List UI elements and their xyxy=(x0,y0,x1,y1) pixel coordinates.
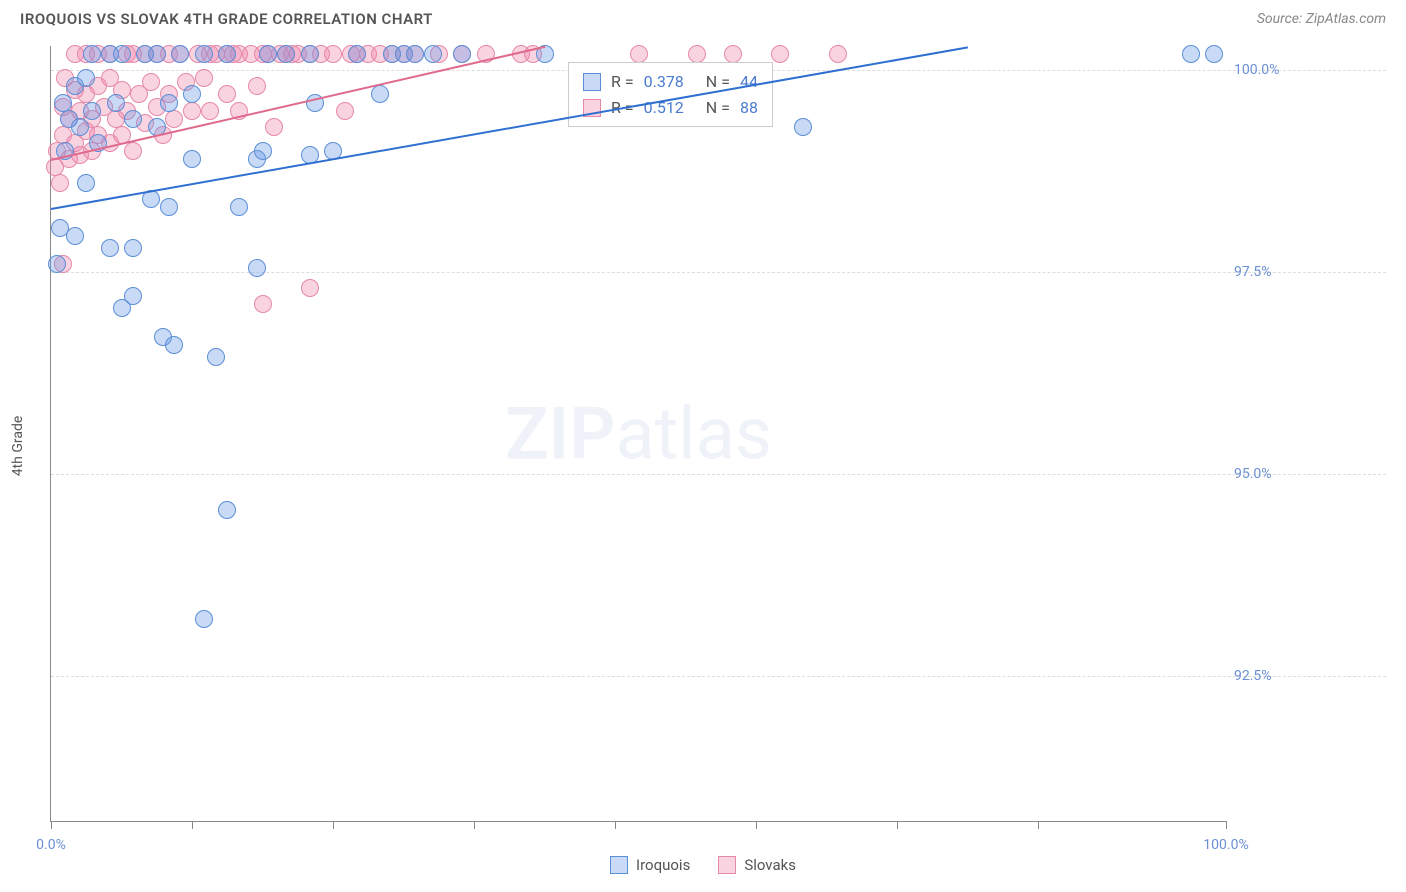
x-tick-label: 100.0% xyxy=(1203,837,1248,853)
point-iroquois xyxy=(124,110,142,128)
point-slovaks xyxy=(218,85,236,103)
point-slovaks xyxy=(195,69,213,87)
point-iroquois xyxy=(230,198,248,216)
point-iroquois xyxy=(1182,45,1200,63)
point-iroquois xyxy=(124,287,142,305)
point-iroquois xyxy=(165,336,183,354)
point-iroquois xyxy=(406,45,424,63)
x-tick xyxy=(474,821,475,829)
x-tick xyxy=(756,821,757,829)
point-iroquois xyxy=(195,610,213,628)
x-tick xyxy=(333,821,334,829)
point-iroquois xyxy=(48,255,66,273)
point-iroquois xyxy=(66,227,84,245)
chart-title: IROQUOIS VS SLOVAK 4TH GRADE CORRELATION… xyxy=(20,10,433,28)
point-iroquois xyxy=(160,198,178,216)
point-slovaks xyxy=(201,102,219,120)
point-slovaks xyxy=(336,102,354,120)
point-iroquois xyxy=(101,239,119,257)
point-slovaks xyxy=(324,45,342,63)
point-iroquois xyxy=(259,45,277,63)
point-slovaks xyxy=(630,45,648,63)
point-iroquois xyxy=(183,85,201,103)
point-slovaks xyxy=(124,142,142,160)
x-tick xyxy=(192,821,193,829)
point-slovaks xyxy=(142,73,160,91)
point-iroquois xyxy=(160,94,178,112)
point-iroquois xyxy=(794,118,812,136)
gridline xyxy=(51,474,1386,475)
chart-area: ZIPatlas 92.5%95.0%97.5%100.0%0.0%100.0%… xyxy=(50,46,1386,822)
point-iroquois xyxy=(77,69,95,87)
point-slovaks xyxy=(183,102,201,120)
point-iroquois xyxy=(371,85,389,103)
point-slovaks xyxy=(265,118,283,136)
y-tick-label: 100.0% xyxy=(1234,62,1279,78)
legend-label: Iroquois xyxy=(636,856,690,874)
point-iroquois xyxy=(83,102,101,120)
point-slovaks xyxy=(771,45,789,63)
point-iroquois xyxy=(207,348,225,366)
point-iroquois xyxy=(107,94,125,112)
point-iroquois xyxy=(277,45,295,63)
y-tick-label: 92.5% xyxy=(1234,668,1272,684)
point-iroquois xyxy=(148,45,166,63)
stat-row: R =0.378N =44 xyxy=(583,69,758,95)
point-iroquois xyxy=(218,45,236,63)
legend-swatch xyxy=(718,856,736,874)
point-iroquois xyxy=(248,259,266,277)
x-tick xyxy=(1038,821,1039,829)
legend-swatch xyxy=(583,73,601,91)
point-iroquois xyxy=(171,45,189,63)
point-slovaks xyxy=(248,77,266,95)
point-iroquois xyxy=(453,45,471,63)
point-slovaks xyxy=(301,279,319,297)
point-iroquois xyxy=(77,174,95,192)
point-slovaks xyxy=(51,174,69,192)
y-tick-label: 95.0% xyxy=(1234,466,1272,482)
point-iroquois xyxy=(348,45,366,63)
point-slovaks xyxy=(829,45,847,63)
point-iroquois xyxy=(83,45,101,63)
x-tick xyxy=(615,821,616,829)
legend-item: Iroquois xyxy=(610,856,690,874)
stats-box: R =0.378N =44R =0.512N =88 xyxy=(568,62,773,127)
x-tick-label: 0.0% xyxy=(36,837,66,853)
point-slovaks xyxy=(165,110,183,128)
point-iroquois xyxy=(124,239,142,257)
x-tick xyxy=(1226,821,1227,829)
point-slovaks xyxy=(724,45,742,63)
legend-item: Slovaks xyxy=(718,856,796,874)
point-iroquois xyxy=(113,45,131,63)
point-iroquois xyxy=(183,150,201,168)
watermark: ZIPatlas xyxy=(505,391,772,476)
source-label: Source: ZipAtlas.com xyxy=(1257,11,1386,27)
y-axis-label: 4th Grade xyxy=(10,416,26,477)
point-iroquois xyxy=(254,142,272,160)
point-slovaks xyxy=(688,45,706,63)
gridline xyxy=(51,676,1386,677)
legend-swatch xyxy=(610,856,628,874)
point-iroquois xyxy=(71,118,89,136)
plot-area: ZIPatlas 92.5%95.0%97.5%100.0%0.0%100.0%… xyxy=(50,46,1226,822)
point-slovaks xyxy=(254,295,272,313)
point-iroquois xyxy=(424,45,442,63)
x-tick xyxy=(51,821,52,829)
point-iroquois xyxy=(195,45,213,63)
point-iroquois xyxy=(218,501,236,519)
x-tick xyxy=(897,821,898,829)
y-tick-label: 97.5% xyxy=(1234,264,1272,280)
point-iroquois xyxy=(301,45,319,63)
legend-label: Slovaks xyxy=(744,856,796,874)
legend: Iroquois Slovaks xyxy=(0,856,1406,874)
point-iroquois xyxy=(1205,45,1223,63)
